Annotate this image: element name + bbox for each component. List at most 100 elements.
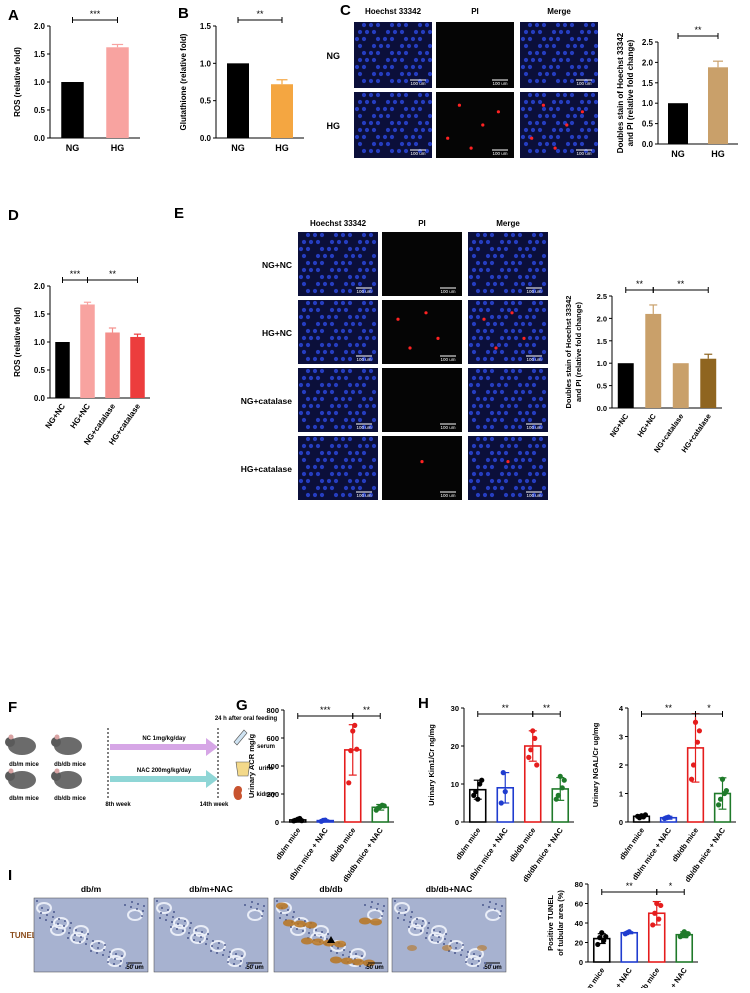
- nucleus: [527, 106, 533, 112]
- nucleus: [473, 953, 475, 955]
- nucleus: [286, 914, 288, 916]
- nucleus: [424, 120, 430, 126]
- nucleus: [523, 71, 529, 77]
- nucleus: [538, 288, 544, 294]
- nucleus: [131, 901, 133, 903]
- nucleus: [506, 375, 512, 381]
- nucleus: [371, 281, 377, 287]
- nucleus: [333, 492, 339, 498]
- nucleus: [392, 127, 398, 133]
- nucleus: [538, 424, 544, 430]
- nucleus: [408, 926, 410, 928]
- nucleus: [329, 375, 335, 381]
- nucleus: [538, 260, 544, 266]
- nucleus: [347, 410, 353, 416]
- tubule: [110, 948, 126, 960]
- nucleus: [371, 349, 377, 355]
- tunel-positive-stain: [477, 945, 487, 951]
- nucleus: [301, 403, 307, 409]
- nucleus: [438, 936, 440, 938]
- nucleus: [361, 64, 367, 70]
- micrograph-row-label: HG+catalase: [241, 464, 293, 474]
- nucleus: [382, 910, 384, 912]
- nucleus: [371, 389, 377, 395]
- pi-positive-cell: [446, 136, 450, 140]
- nucleus: [170, 926, 172, 928]
- nucleus: [389, 64, 395, 70]
- nucleus: [161, 907, 163, 909]
- nucleus: [56, 928, 58, 930]
- nucleus: [496, 246, 502, 252]
- nucleus: [593, 141, 599, 147]
- nucleus: [520, 417, 526, 423]
- nucleus: [475, 368, 481, 374]
- nucleus: [188, 932, 190, 934]
- tunel-positive-stain: [359, 917, 371, 925]
- nucleus: [368, 300, 374, 306]
- nucleus: [364, 127, 370, 133]
- nucleus: [58, 918, 60, 920]
- nucleus: [326, 938, 328, 940]
- nucleus: [569, 64, 575, 70]
- nucleus: [579, 113, 585, 119]
- micrograph-tile: 100 um: [354, 22, 433, 88]
- nucleus: [312, 464, 318, 470]
- nucleus: [371, 307, 377, 313]
- tunel-positive-stain: [334, 940, 346, 948]
- nucleus: [510, 300, 516, 306]
- y-axis-label: and PI (relative fold change): [574, 301, 583, 402]
- nucleus: [207, 933, 209, 935]
- nucleus: [340, 424, 346, 430]
- nucleus: [471, 267, 477, 273]
- nucleus: [537, 71, 543, 77]
- mouse-body: [8, 771, 36, 789]
- nucleus: [333, 410, 339, 416]
- nucleus: [572, 113, 578, 119]
- nucleus: [326, 274, 332, 280]
- nucleus: [579, 57, 585, 63]
- pi-positive-cell: [481, 123, 485, 127]
- y-tick-label: 0.0: [34, 134, 46, 143]
- nucleus: [478, 471, 484, 477]
- nucleus: [524, 342, 530, 348]
- nucleus: [489, 424, 495, 430]
- nucleus: [517, 382, 523, 388]
- data-point: [690, 762, 697, 768]
- nucleus: [392, 99, 398, 105]
- nucleus: [520, 281, 526, 287]
- nucleus: [333, 382, 339, 388]
- nucleus: [510, 288, 516, 294]
- nucleus: [399, 57, 405, 63]
- data-point: [502, 789, 508, 795]
- nucleus: [482, 300, 488, 306]
- nucleus: [190, 922, 192, 924]
- nucleus: [579, 71, 585, 77]
- nucleus: [417, 50, 423, 56]
- nucleus: [347, 300, 353, 306]
- nucleus: [364, 904, 366, 906]
- nucleus: [315, 417, 321, 423]
- nucleus: [329, 443, 335, 449]
- nucleus: [364, 99, 370, 105]
- nucleus: [409, 921, 411, 923]
- x-tick-label: HG: [111, 143, 125, 153]
- nucleus: [396, 78, 402, 84]
- significance-label: **: [502, 703, 510, 713]
- nucleus: [357, 239, 363, 245]
- nucleus: [333, 464, 339, 470]
- scale-bar-label: 100 um: [356, 357, 371, 362]
- nucleus: [510, 328, 516, 334]
- nucleus: [572, 141, 578, 147]
- nucleus: [333, 260, 339, 266]
- nucleus: [329, 307, 335, 313]
- nucleus: [417, 92, 423, 98]
- nucleus: [375, 92, 381, 98]
- nucleus: [389, 50, 395, 56]
- nucleus: [538, 232, 544, 238]
- nucleus: [312, 368, 318, 374]
- nucleus: [343, 457, 349, 463]
- nucleus: [513, 267, 519, 273]
- significance-label: **: [543, 703, 551, 713]
- nucleus: [308, 307, 314, 313]
- nucleus: [479, 955, 481, 957]
